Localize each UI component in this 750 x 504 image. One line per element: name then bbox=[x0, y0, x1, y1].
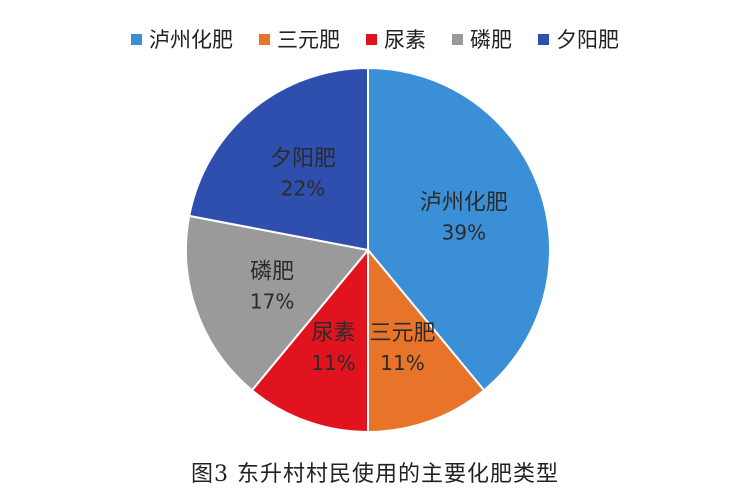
legend-label: 尿素 bbox=[384, 28, 426, 52]
legend-item: 尿素 bbox=[366, 24, 426, 54]
legend-item: 泸州化肥 bbox=[131, 24, 233, 54]
legend-item: 磷肥 bbox=[452, 24, 512, 54]
slice-percent: 17% bbox=[250, 290, 294, 314]
slice-label: 三元肥 bbox=[370, 321, 436, 346]
pie-slice bbox=[367, 247, 486, 434]
legend-swatch bbox=[131, 33, 142, 45]
legend-label: 泸州化肥 bbox=[149, 28, 233, 52]
slice-label: 夕阳肥 bbox=[270, 146, 336, 171]
legend-label: 三元肥 bbox=[277, 28, 340, 52]
slice-label: 尿素 bbox=[311, 321, 355, 346]
legend-item: 三元肥 bbox=[259, 24, 340, 54]
slice-label: 磷肥 bbox=[250, 260, 294, 285]
pie-slice bbox=[367, 66, 551, 392]
legend-label: 夕阳肥 bbox=[556, 28, 619, 52]
pie-slice bbox=[188, 66, 369, 252]
chart-legend: 泸州化肥 三元肥 尿素 磷肥 夕阳肥 bbox=[0, 24, 750, 54]
pie-slice bbox=[185, 214, 370, 392]
slice-label: 泸州化肥 bbox=[420, 190, 508, 215]
slice-percent: 11% bbox=[380, 351, 424, 375]
slice-percent: 11% bbox=[311, 351, 355, 375]
legend-swatch bbox=[452, 33, 463, 45]
legend-label: 磷肥 bbox=[470, 28, 512, 52]
pie-slice bbox=[250, 247, 369, 434]
figure-caption: 图3 东升村村民使用的主要化肥类型 bbox=[191, 462, 559, 487]
slice-percent: 39% bbox=[442, 220, 486, 244]
slice-percent: 22% bbox=[281, 176, 325, 200]
legend-item: 夕阳肥 bbox=[538, 24, 619, 54]
legend-swatch bbox=[259, 33, 270, 45]
legend-swatch bbox=[538, 33, 549, 45]
legend-swatch bbox=[366, 33, 377, 45]
